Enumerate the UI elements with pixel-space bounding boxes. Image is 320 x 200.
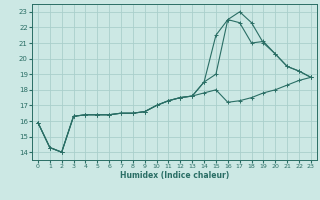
X-axis label: Humidex (Indice chaleur): Humidex (Indice chaleur): [120, 171, 229, 180]
